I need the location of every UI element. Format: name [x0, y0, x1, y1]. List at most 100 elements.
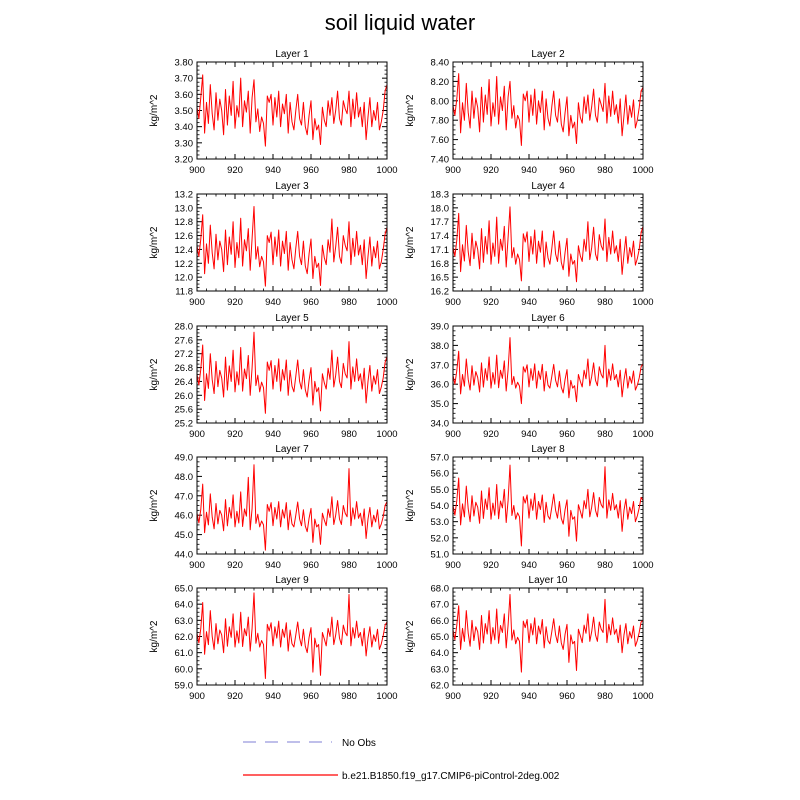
x-tick-label: 920 — [483, 429, 499, 440]
y-axis-label: kg/m^2 — [149, 358, 160, 390]
y-tick-label: 16.2 — [431, 287, 450, 298]
y-tick-label: 49.0 — [175, 453, 194, 464]
y-tick-label: 12.0 — [175, 273, 194, 284]
chart-panel-2: Layer 2 kg/m^2 7.40 7.60 7.80 8.00 8.20 8.40 900… — [405, 49, 654, 176]
series-line — [452, 337, 644, 405]
panel-title: Layer 10 — [529, 575, 568, 586]
x-tick-label: 940 — [265, 560, 281, 571]
y-tick-label: 64.0 — [175, 600, 194, 611]
chart-panel-9: Layer 9 kg/m^2 59.0 60.0 61.0 62.0 63.0 64.0 65.… — [149, 575, 398, 702]
y-axis-label: kg/m^2 — [405, 94, 416, 126]
plot-frame — [452, 193, 644, 292]
y-tick-label: 3.50 — [175, 106, 194, 117]
y-tick-label: 13.2 — [175, 190, 194, 201]
y-tick-label: 38.0 — [431, 341, 450, 352]
x-tick-label: 920 — [483, 560, 499, 571]
x-tick-label: 960 — [559, 429, 575, 440]
x-tick-label: 1000 — [632, 165, 653, 176]
chart-panel-8: Layer 8 kg/m^2 51.0 52.0 53.0 54.0 55.0 56.0 57.… — [405, 444, 654, 571]
x-tick-label: 920 — [483, 297, 499, 308]
plot-frame — [196, 587, 388, 686]
y-tick-label: 34.0 — [431, 419, 450, 430]
y-tick-label: 27.6 — [175, 335, 194, 346]
x-tick-label: 980 — [341, 429, 357, 440]
x-tick-label: 940 — [521, 560, 537, 571]
y-tick-label: 3.70 — [175, 74, 194, 85]
x-tick-label: 900 — [189, 165, 205, 176]
x-tick-label: 980 — [341, 297, 357, 308]
x-tick-label: 1000 — [376, 560, 397, 571]
x-tick-label: 980 — [341, 165, 357, 176]
chart-panel-7: Layer 7 kg/m^2 44.0 45.0 46.0 47.0 48.0 49.0 900… — [149, 444, 398, 571]
series-line — [452, 206, 644, 283]
x-tick-label: 900 — [189, 429, 205, 440]
y-tick-label: 52.0 — [431, 533, 450, 544]
x-tick-label: 920 — [483, 165, 499, 176]
chart-panel-10: Layer 10 kg/m^2 62.0 63.0 64.0 65.0 66.0 67.0 68… — [405, 575, 654, 702]
y-tick-label: 17.7 — [431, 217, 450, 228]
x-tick-label: 1000 — [376, 165, 397, 176]
x-tick-label: 940 — [265, 165, 281, 176]
x-tick-label: 960 — [303, 691, 319, 702]
y-tick-label: 62.0 — [431, 681, 450, 692]
legend-obs-label: No Obs — [342, 738, 376, 749]
panel-title: Layer 8 — [531, 444, 565, 455]
series-line — [196, 331, 388, 414]
y-tick-label: 63.0 — [431, 664, 450, 675]
y-tick-label: 3.80 — [175, 58, 194, 69]
x-tick-label: 940 — [521, 429, 537, 440]
y-tick-label: 3.20 — [175, 155, 194, 166]
x-tick-label: 960 — [559, 691, 575, 702]
series-line — [452, 593, 644, 673]
y-tick-label: 8.20 — [431, 77, 450, 88]
y-tick-label: 48.0 — [175, 472, 194, 483]
x-tick-label: 960 — [559, 560, 575, 571]
chart-panel-1: Layer 1 kg/m^2 3.20 3.30 3.40 3.50 3.60 3.70 3.8… — [149, 49, 398, 176]
x-tick-label: 980 — [597, 165, 613, 176]
y-tick-label: 39.0 — [431, 322, 450, 333]
x-tick-label: 920 — [227, 691, 243, 702]
y-axis-label: kg/m^2 — [405, 489, 416, 521]
x-tick-label: 1000 — [632, 691, 653, 702]
panel-title: Layer 2 — [531, 49, 565, 60]
x-tick-label: 900 — [189, 560, 205, 571]
y-tick-label: 25.2 — [175, 419, 194, 430]
x-tick-label: 1000 — [632, 297, 653, 308]
series-line — [196, 205, 388, 287]
x-tick-label: 920 — [227, 560, 243, 571]
y-tick-label: 8.00 — [431, 96, 450, 107]
x-tick-label: 940 — [265, 429, 281, 440]
y-tick-label: 66.0 — [431, 616, 450, 627]
y-tick-label: 17.1 — [431, 245, 450, 256]
y-tick-label: 63.0 — [175, 616, 194, 627]
x-tick-label: 940 — [521, 297, 537, 308]
y-tick-label: 12.6 — [175, 231, 194, 242]
x-tick-label: 1000 — [376, 429, 397, 440]
y-tick-label: 59.0 — [175, 681, 194, 692]
x-tick-label: 900 — [445, 691, 461, 702]
y-tick-label: 7.80 — [431, 116, 450, 127]
y-axis-label: kg/m^2 — [149, 620, 160, 652]
y-axis-label: kg/m^2 — [149, 94, 160, 126]
x-tick-label: 900 — [445, 165, 461, 176]
y-tick-label: 25.6 — [175, 405, 194, 416]
plot-frame — [196, 456, 388, 555]
y-tick-label: 12.8 — [175, 217, 194, 228]
x-tick-label: 1000 — [632, 560, 653, 571]
y-tick-label: 68.0 — [431, 584, 450, 595]
y-tick-label: 45.0 — [175, 530, 194, 541]
chart-panel-3: Layer 3 kg/m^2 11.8 12.0 12.2 12.4 12.6 12.8 13.… — [149, 181, 398, 308]
y-tick-label: 55.0 — [431, 485, 450, 496]
y-tick-label: 7.60 — [431, 135, 450, 146]
x-tick-label: 900 — [189, 691, 205, 702]
y-tick-label: 12.4 — [175, 245, 194, 256]
panel-title: Layer 9 — [275, 575, 309, 586]
y-tick-label: 54.0 — [431, 501, 450, 512]
y-tick-label: 12.2 — [175, 259, 194, 270]
chart-panel-6: Layer 6 kg/m^2 34.0 35.0 36.0 37.0 38.0 39.0 900… — [405, 313, 654, 440]
x-tick-label: 920 — [483, 691, 499, 702]
x-tick-label: 960 — [559, 297, 575, 308]
y-tick-label: 16.8 — [431, 259, 450, 270]
plot-frame — [452, 61, 644, 160]
x-tick-label: 920 — [227, 429, 243, 440]
